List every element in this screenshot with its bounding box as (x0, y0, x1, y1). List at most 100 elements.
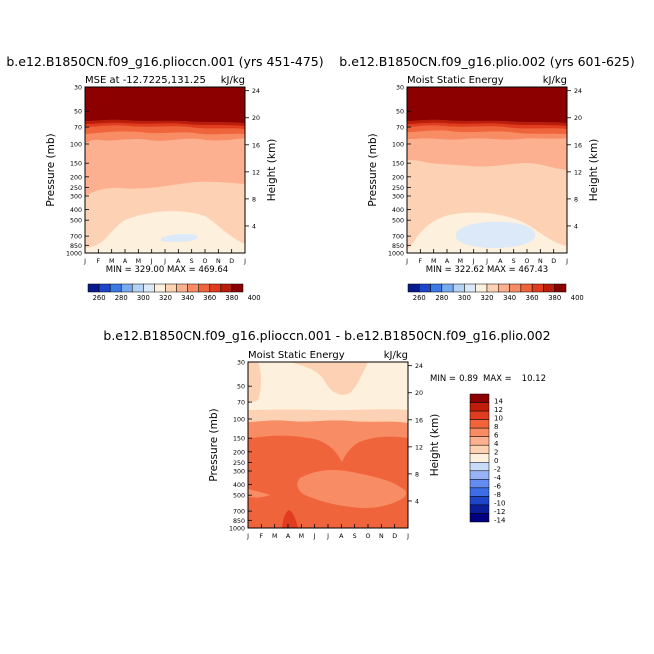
height-tick-label: 4 (574, 223, 578, 230)
panel-c-max-label: MAX = (483, 374, 512, 384)
pressure-tick-label: 50 (74, 109, 82, 116)
colorbar-label: -6 (494, 483, 502, 491)
height-tick-label: 8 (252, 196, 256, 203)
month-tick-label: D (551, 258, 556, 265)
colorbar-label: 10 (494, 414, 503, 422)
colorbar-swatch (231, 283, 244, 293)
colorbar-swatch (143, 283, 155, 293)
colorbar-label: -2 (494, 466, 501, 474)
month-tick-label: S (353, 533, 357, 540)
pressure-tick-label: 400 (392, 207, 404, 214)
month-tick-label: J (326, 533, 329, 540)
colorbar-swatch (469, 436, 490, 446)
colorbar-swatch (531, 283, 544, 293)
colorbar-swatch (486, 283, 499, 293)
colorbar-label: 380 (225, 294, 238, 302)
panel-c-min-value: 0.89 (459, 374, 478, 384)
panel-a-minmax: MIN = 329.00 MAX = 469.64 (106, 265, 228, 275)
colorbar-swatch (109, 283, 122, 293)
band-mse-400 (85, 87, 245, 123)
colorbar-swatch (120, 283, 133, 293)
panel-a-colorbar: 260 280 300 320 340 360 380 400 (87, 283, 261, 302)
colorbar-swatch (469, 487, 490, 497)
colorbar-swatch (469, 402, 490, 412)
panel-b-subtitle-right: kJ/kg (543, 75, 567, 86)
pressure-tick-label: 850 (233, 518, 245, 525)
month-tick-label: N (538, 258, 543, 265)
panel-c-min-label: MIN = (430, 374, 456, 384)
month-tick-label: N (216, 258, 221, 265)
colorbar-label: 300 (137, 294, 150, 302)
colorbar-swatch (407, 283, 420, 293)
month-tick-label: M (458, 258, 463, 265)
colorbar-label: 8 (494, 423, 498, 431)
colorbar-label: 280 (115, 294, 128, 302)
colorbar-swatch (469, 410, 490, 420)
height-tick-label: 8 (574, 196, 578, 203)
height-tick-label: 12 (252, 169, 260, 176)
height-tick-label: 12 (574, 169, 582, 176)
height-tick-label: 12 (415, 444, 423, 451)
colorbar-swatch (464, 283, 476, 293)
colorbar-label: 320 (159, 294, 172, 302)
band-diff-4-6-bottom (248, 489, 270, 498)
colorbar-label: 260 (93, 294, 106, 302)
panel-c-contours (248, 362, 408, 528)
colorbar-label: 280 (435, 294, 448, 302)
height-tick-label: 16 (574, 142, 582, 149)
month-tick-label: F (97, 258, 101, 265)
colorbar-label: -10 (494, 500, 505, 508)
month-tick-label: M (431, 258, 436, 265)
band-diff-4-6-lower (297, 470, 406, 509)
panel-a-ylabel: Pressure (mb) (45, 133, 57, 206)
panel-b-ylabel-right: Height (km) (588, 139, 600, 202)
pressure-tick-label: 500 (70, 218, 82, 225)
colorbar-swatch (187, 283, 199, 293)
panel-b: b.e12.B1850CN.f09_g16.plio.002 (yrs 601-… (339, 54, 634, 302)
panel-c-max-value: 10.12 (522, 374, 546, 384)
pressure-tick-label: 1000 (388, 251, 404, 258)
month-tick-label: J (150, 258, 153, 265)
pressure-tick-label: 250 (392, 185, 404, 192)
month-tick-label: J (246, 533, 249, 540)
pressure-tick-label: 100 (392, 141, 404, 148)
month-tick-label: M (109, 258, 114, 265)
colorbar-swatch (509, 283, 522, 293)
colorbar-swatch (469, 470, 490, 480)
colorbar-swatch (452, 283, 465, 293)
colorbar-swatch (132, 283, 144, 293)
panel-c-title: b.e12.B1850CN.f09_g16.plioccn.001 - b.e1… (103, 328, 550, 343)
colorbar-swatch (543, 283, 555, 293)
colorbar-swatch (441, 283, 454, 293)
pressure-tick-label: 150 (233, 436, 245, 443)
panel-b-subtitle-left: Moist Static Energy (407, 75, 504, 86)
month-tick-label: J (163, 258, 166, 265)
colorbar-label: -4 (494, 474, 502, 482)
band-diff-8-10 (282, 510, 298, 528)
colorbar-swatch (87, 283, 100, 293)
colorbar-swatch (176, 283, 188, 293)
colorbar-label: 320 (481, 294, 494, 302)
panel-a-ylabel-right: Height (km) (266, 139, 278, 202)
panel-a-contours (85, 87, 245, 253)
pressure-tick-label: 250 (70, 185, 82, 192)
colorbar-label: 360 (203, 294, 216, 302)
month-tick-label: D (229, 258, 234, 265)
pressure-tick-label: 700 (70, 234, 82, 241)
colorbar-label: 2 (494, 448, 498, 456)
colorbar-label: -14 (494, 517, 506, 525)
colorbar-label: 300 (458, 294, 471, 302)
pressure-tick-label: 700 (392, 234, 404, 241)
panel-c: b.e12.B1850CN.f09_g16.plioccn.001 - b.e1… (103, 328, 550, 540)
colorbar-swatch (475, 283, 488, 293)
colorbar-label: 340 (503, 294, 516, 302)
height-tick-label: 20 (415, 390, 423, 397)
colorbar-swatch (498, 283, 510, 293)
month-tick-label: A (339, 533, 344, 540)
month-tick-label: J (565, 258, 568, 265)
colorbar-label: 6 (494, 431, 499, 439)
colorbar-label: 400 (571, 294, 584, 302)
pressure-tick-label: 100 (233, 416, 245, 423)
